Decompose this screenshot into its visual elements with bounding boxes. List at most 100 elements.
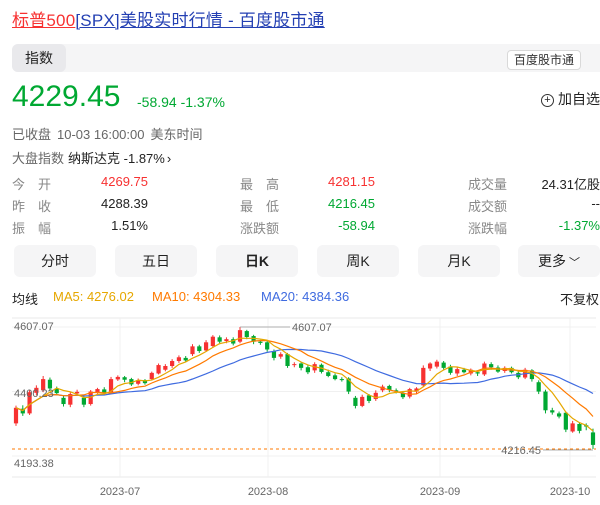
- candle: [136, 380, 141, 384]
- candle: [475, 372, 480, 374]
- y-tick-label: 4607.07: [14, 321, 54, 333]
- candle: [455, 369, 460, 374]
- candle: [556, 413, 562, 417]
- candle: [482, 363, 487, 375]
- stat-prev-close-value: 4288.39: [101, 196, 148, 211]
- add-watchlist-button[interactable]: + 加自选: [541, 89, 600, 109]
- ma-label: 均线: [12, 292, 39, 307]
- tab-five-day[interactable]: 五日: [115, 245, 197, 277]
- candle: [278, 354, 283, 357]
- stat-turnover-label: 成交额: [468, 199, 508, 214]
- market-state: 已收盘: [12, 127, 52, 142]
- ma10-line: [15, 339, 594, 417]
- tab-bar: [12, 44, 600, 72]
- ma10-legend: MA10: 4304.33: [152, 289, 241, 304]
- stat-volume-label: 成交量: [468, 177, 508, 192]
- x-tick-label: 2023-07: [100, 486, 140, 498]
- candle: [563, 412, 568, 430]
- candle: [183, 357, 188, 361]
- stat-change-amount-label: 涨跌额: [240, 221, 280, 236]
- candle: [570, 423, 575, 432]
- candle: [13, 407, 19, 424]
- trade-status: 已收盘 10-03 16:00:00 美东时间: [12, 124, 209, 143]
- low-annotation-label: 4216.45: [501, 445, 541, 457]
- candle: [265, 342, 270, 350]
- market-index-link[interactable]: 大盘指数 纳斯达克 -1.87% ›: [12, 148, 171, 167]
- candle: [224, 339, 229, 342]
- candle: [448, 366, 453, 373]
- candle: [88, 391, 93, 405]
- candle: [536, 382, 541, 392]
- tab-monthly-k[interactable]: 月K: [418, 245, 500, 277]
- candle: [108, 379, 114, 393]
- ma5-legend: MA5: 4276.02: [53, 289, 134, 304]
- candle: [434, 361, 439, 367]
- candle: [34, 387, 39, 393]
- stat-change-pct-label: 涨跌幅: [468, 221, 508, 236]
- stat-change-amount-value: -58.94: [338, 218, 375, 233]
- candle: [332, 375, 338, 380]
- stat-amplitude-value: 1.51%: [111, 218, 148, 233]
- stat-prev-close-label: 昨 收: [12, 199, 52, 214]
- candle: [529, 370, 535, 380]
- candle: [142, 380, 148, 384]
- plus-circle-icon: +: [541, 94, 554, 107]
- tab-daily-k[interactable]: 日K: [216, 245, 298, 277]
- candle: [95, 389, 100, 393]
- candle: [68, 394, 73, 405]
- stat-turnover-value: --: [591, 196, 600, 211]
- status-zone: 美东时间: [150, 127, 203, 142]
- candle: [326, 372, 331, 376]
- stat-low-value: 4216.45: [328, 196, 375, 211]
- change-percent: -1.37%: [180, 94, 225, 110]
- candle: [190, 346, 195, 355]
- candle: [217, 337, 222, 342]
- stat-high-label: 最 高: [240, 177, 280, 192]
- tab-weekly-k[interactable]: 周K: [317, 245, 399, 277]
- candle: [74, 391, 80, 394]
- ma20-line: [15, 348, 594, 412]
- title-highlight: 标普500: [12, 11, 76, 30]
- high-annotation-label: 4607.07: [292, 322, 332, 334]
- candle: [54, 388, 59, 394]
- candle: [61, 397, 66, 405]
- y-tick-label: 4193.38: [14, 458, 54, 470]
- candle: [149, 372, 154, 380]
- candle: [271, 351, 277, 358]
- add-watchlist-label: 加自选: [558, 91, 600, 107]
- x-tick-label: 2023-08: [248, 486, 288, 498]
- candle: [81, 397, 86, 405]
- candle: [258, 341, 263, 343]
- status-time: 10-03 16:00:00: [57, 127, 145, 142]
- tab-index[interactable]: 指数: [12, 44, 66, 72]
- adjust-select[interactable]: 不复权: [560, 292, 600, 307]
- candle: [47, 379, 53, 389]
- candle: [427, 363, 433, 369]
- candle: [590, 432, 596, 445]
- stat-volume-value: 24.31亿股: [541, 177, 600, 192]
- ma20-legend: MA20: 4384.36: [261, 289, 350, 304]
- title-rest: [SPX]美股实时行情 - 百度股市通: [75, 11, 325, 30]
- page-title[interactable]: 标普500[SPX]美股实时行情 - 百度股市通: [12, 6, 325, 31]
- candle: [366, 395, 372, 401]
- stat-high-value: 4281.15: [328, 174, 375, 189]
- candle: [489, 364, 494, 368]
- candle: [292, 364, 297, 366]
- candle: [231, 339, 236, 344]
- current-price: 4229.45: [12, 80, 121, 113]
- stat-change-pct-value: -1.37%: [558, 218, 600, 233]
- stat-open-value: 4269.75: [101, 174, 148, 189]
- candle: [577, 424, 582, 431]
- candle: [543, 391, 548, 411]
- chevron-down-icon: ﹀: [569, 257, 580, 269]
- candle: [27, 392, 32, 414]
- candle: [407, 389, 412, 397]
- candle: [170, 361, 175, 367]
- tab-intraday[interactable]: 分时: [14, 245, 96, 277]
- candle: [176, 357, 182, 362]
- source-badge[interactable]: 百度股市通: [507, 50, 582, 70]
- tab-more[interactable]: 更多 ﹀: [518, 245, 600, 277]
- market-change: -1.87%: [123, 151, 165, 166]
- candle: [197, 346, 202, 352]
